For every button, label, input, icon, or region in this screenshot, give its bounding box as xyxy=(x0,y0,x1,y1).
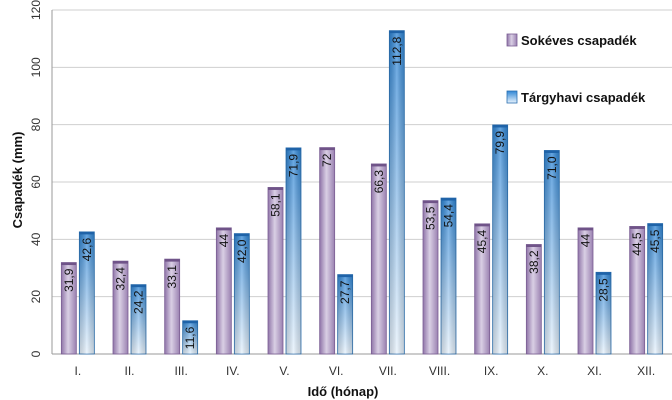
bar-value-label: 42,0 xyxy=(235,239,249,263)
bar-value-label: 33,1 xyxy=(165,265,179,289)
bar-value-label: 27,7 xyxy=(338,280,352,304)
x-tick-label: IX. xyxy=(484,364,499,378)
bar-value-label: 38,2 xyxy=(527,250,541,274)
bar-cap xyxy=(492,124,508,128)
y-tick-label: 80 xyxy=(29,118,43,132)
legend-label: Tárgyhavi csapadék xyxy=(521,90,646,105)
bar-value-label: 44 xyxy=(579,234,593,248)
bars: 31,9 42,6 32,4 24,2 33,1 11,6 44 42,0 58,1 71,9 72… xyxy=(60,30,664,355)
bar-cap xyxy=(79,231,95,235)
bar-cap xyxy=(268,187,283,190)
bar-value-label: 31,9 xyxy=(62,268,76,292)
x-tick-label: II. xyxy=(124,364,134,378)
bar-value-label: 66,3 xyxy=(372,170,386,194)
x-tick-label: X. xyxy=(537,364,548,378)
bar-targyhavi xyxy=(543,150,560,355)
y-tick-label: 100 xyxy=(29,57,43,77)
y-axis-ticks: 0 20 40 60 80 100 120 xyxy=(29,0,43,357)
legend: Sokéves csapadék Tárgyhavi csapadék xyxy=(506,33,646,105)
legend-label: Sokéves csapadék xyxy=(521,33,637,48)
bar-targyhavi xyxy=(492,124,509,355)
y-tick-label: 20 xyxy=(29,290,43,304)
bar-cap xyxy=(629,226,645,229)
bar-cap xyxy=(234,233,250,237)
x-tick-label: XII. xyxy=(637,364,655,378)
bar-cap xyxy=(216,227,232,231)
bar-cap xyxy=(474,223,490,227)
bar-cap xyxy=(182,320,198,324)
bar-targyhavi xyxy=(285,147,302,355)
y-tick-label: 40 xyxy=(29,232,43,246)
bar-value-label: 79,9 xyxy=(493,131,507,155)
x-axis-ticks: I. II. III. IV. V. VI. VII. VIII. IX. X. XI. XII. xyxy=(74,364,655,378)
bar-cap xyxy=(164,259,180,262)
bar-value-label: 42,6 xyxy=(80,238,94,262)
y-tick-label: 120 xyxy=(29,0,43,20)
bar-value-label: 72 xyxy=(320,153,334,167)
bar-value-label: 24,2 xyxy=(132,290,146,314)
bar-value-label: 32,4 xyxy=(114,267,128,291)
x-tick-label: I. xyxy=(74,364,81,378)
bar-cap xyxy=(647,223,663,227)
bar-value-label: 58,1 xyxy=(269,193,283,217)
bar-cap xyxy=(544,150,560,153)
legend-swatch-targyhavi xyxy=(506,90,518,104)
y-axis-title: Csapadék (mm) xyxy=(10,132,25,229)
y-tick-label: 60 xyxy=(29,175,43,189)
x-tick-label: III. xyxy=(174,364,187,378)
x-tick-label: VI. xyxy=(329,364,344,378)
bar-cap xyxy=(526,244,542,247)
bar-sokeves xyxy=(319,147,336,355)
bar-cap xyxy=(113,261,128,264)
x-tick-label: XI. xyxy=(587,364,602,378)
x-tick-label: V. xyxy=(279,364,289,378)
x-tick-label: VIII. xyxy=(429,364,450,378)
bar-cap xyxy=(389,30,405,34)
bar-value-label: 71,9 xyxy=(287,154,301,178)
bar-value-label: 54,4 xyxy=(442,204,456,228)
x-axis-title: Idő (hónap) xyxy=(308,384,379,399)
bar-value-label: 11,6 xyxy=(183,326,197,349)
bar-cap xyxy=(441,198,456,201)
bar-cap xyxy=(371,163,387,167)
bar-cap xyxy=(286,147,301,151)
bar-value-label: 45,4 xyxy=(475,230,489,254)
grid-lines xyxy=(51,9,672,355)
bar-cap xyxy=(337,274,353,278)
bar-value-label: 44,5 xyxy=(630,232,644,256)
bar-value-label: 53,5 xyxy=(424,206,438,230)
bar-cap xyxy=(578,227,593,231)
bar-targyhavi xyxy=(388,30,405,355)
bar-value-label: 112,8 xyxy=(390,36,404,65)
bar-cap xyxy=(319,147,335,151)
bar-cap xyxy=(131,284,146,288)
bar-value-label: 45,5 xyxy=(648,229,662,253)
y-tick-label: 0 xyxy=(29,350,43,357)
x-tick-label: VII. xyxy=(379,364,397,378)
bar-cap xyxy=(596,272,611,275)
bar-value-label: 71,0 xyxy=(545,156,559,180)
bar-value-label: 44 xyxy=(217,234,231,248)
legend-swatch-sokeves xyxy=(506,33,518,47)
x-tick-label: IV. xyxy=(226,364,240,378)
bar-cap xyxy=(61,262,77,266)
bar-value-label: 28,5 xyxy=(597,278,611,302)
bar-cap xyxy=(423,200,438,204)
